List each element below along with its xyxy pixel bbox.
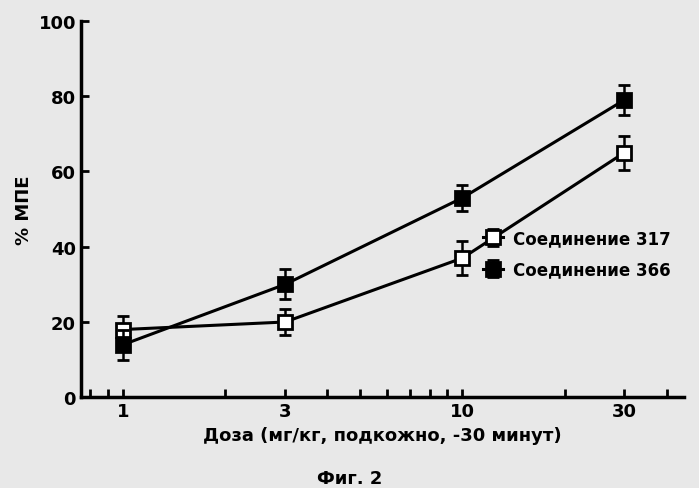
X-axis label: Доза (мг/кг, подкожно, -30 минут): Доза (мг/кг, подкожно, -30 минут) <box>203 426 562 444</box>
Legend: Соединение 317, Соединение 366: Соединение 317, Соединение 366 <box>478 225 676 284</box>
Y-axis label: % МПЕ: % МПЕ <box>15 175 33 244</box>
Text: Фиг. 2: Фиг. 2 <box>317 469 382 487</box>
